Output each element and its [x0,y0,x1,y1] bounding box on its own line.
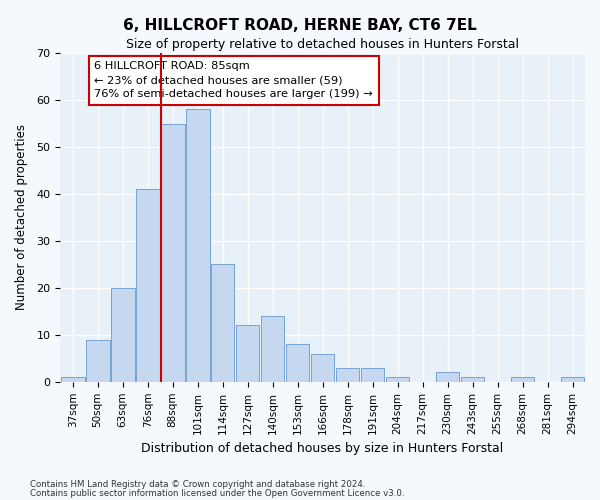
Bar [61,377,85,382]
Y-axis label: Number of detached properties: Number of detached properties [15,124,28,310]
X-axis label: Distribution of detached houses by size in Hunters Forstal: Distribution of detached houses by size … [142,442,504,455]
Bar [461,377,484,382]
Bar [436,372,460,382]
Bar [560,377,584,382]
Bar [261,316,284,382]
Bar [161,124,185,382]
Bar [286,344,310,382]
Bar [511,377,535,382]
Bar [86,340,110,382]
Bar [236,326,259,382]
Text: 6, HILLCROFT ROAD, HERNE BAY, CT6 7EL: 6, HILLCROFT ROAD, HERNE BAY, CT6 7EL [123,18,477,32]
Bar [111,288,134,382]
Text: Contains public sector information licensed under the Open Government Licence v3: Contains public sector information licen… [30,488,404,498]
Bar [211,264,235,382]
Text: Contains HM Land Registry data © Crown copyright and database right 2024.: Contains HM Land Registry data © Crown c… [30,480,365,489]
Title: Size of property relative to detached houses in Hunters Forstal: Size of property relative to detached ho… [126,38,519,51]
Bar [311,354,334,382]
Bar [136,190,160,382]
Bar [186,110,209,382]
Text: 6 HILLCROFT ROAD: 85sqm
← 23% of detached houses are smaller (59)
76% of semi-de: 6 HILLCROFT ROAD: 85sqm ← 23% of detache… [94,62,373,100]
Bar [361,368,385,382]
Bar [386,377,409,382]
Bar [336,368,359,382]
